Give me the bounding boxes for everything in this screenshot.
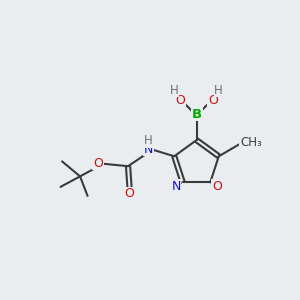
Text: H: H <box>144 134 153 147</box>
Text: B: B <box>192 107 202 121</box>
Text: CH₃: CH₃ <box>240 136 262 149</box>
Text: O: O <box>124 187 134 200</box>
Text: O: O <box>93 157 103 170</box>
Text: H: H <box>170 84 179 97</box>
Text: O: O <box>212 179 222 193</box>
Text: N: N <box>144 142 153 156</box>
Text: H: H <box>214 84 223 97</box>
Text: N: N <box>172 179 181 193</box>
Text: O: O <box>176 94 185 107</box>
Text: O: O <box>208 94 218 107</box>
